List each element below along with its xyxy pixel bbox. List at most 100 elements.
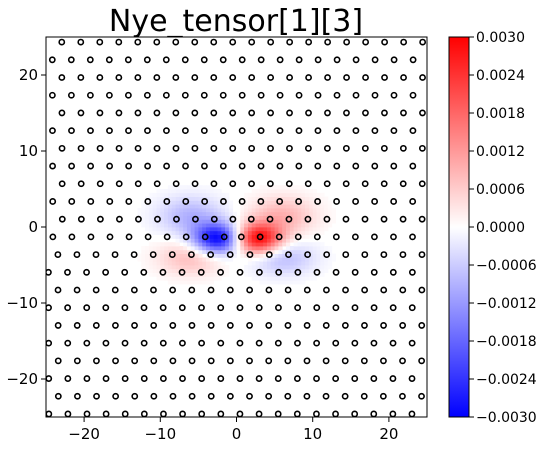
heatmap-cell	[179, 261, 184, 266]
heatmap-cell	[259, 253, 264, 258]
heatmap-cell	[282, 257, 287, 262]
heatmap-cell	[286, 215, 291, 220]
heatmap-cell	[206, 200, 211, 205]
heatmap-cell	[183, 246, 188, 251]
heatmap-cell	[171, 211, 176, 216]
heatmap-cell	[186, 272, 192, 277]
atom-marker	[361, 180, 369, 188]
heatmap-cell	[240, 211, 245, 216]
atom-marker	[371, 233, 378, 241]
colorbar-tick-label: −0.0018	[476, 334, 537, 350]
heatmap-cell	[301, 265, 306, 270]
atom-marker	[408, 304, 416, 312]
heatmap-cell	[232, 246, 237, 251]
heatmap-cell	[251, 242, 256, 247]
atom-marker	[399, 215, 407, 223]
heatmap-cell	[278, 230, 283, 235]
heatmap-cell	[232, 234, 237, 239]
heatmap-cell	[148, 242, 154, 247]
heatmap-cell	[206, 230, 211, 235]
heatmap-cell	[225, 215, 230, 220]
heatmap-cell	[148, 211, 154, 216]
atom-marker	[54, 286, 62, 294]
heatmap-cell	[259, 265, 264, 270]
heatmap-cell	[247, 200, 253, 205]
heatmap-cell	[198, 223, 203, 228]
atom-marker	[130, 286, 138, 294]
heatmap-cell	[270, 265, 275, 270]
heatmap-cell	[217, 246, 222, 251]
heatmap-cell	[240, 223, 245, 228]
colorbar-tick-label: −0.0012	[476, 296, 537, 312]
heatmap-cell	[312, 204, 317, 209]
heatmap-cell	[327, 246, 333, 251]
heatmap-cell	[167, 215, 173, 220]
heatmap-cell	[171, 246, 176, 251]
heatmap-cell	[327, 208, 333, 213]
heatmap-cell	[202, 185, 207, 190]
heatmap-cell	[289, 261, 295, 266]
atom-marker	[207, 286, 215, 294]
heatmap-cell	[156, 227, 161, 232]
heatmap-cell	[217, 208, 222, 213]
heatmap-cell	[213, 192, 218, 197]
heatmap-cell	[232, 211, 237, 216]
heatmap-cell	[164, 211, 169, 216]
atom-marker	[294, 304, 302, 312]
heatmap-cell	[198, 211, 203, 216]
atom-marker	[163, 233, 171, 241]
heatmap-cell	[145, 257, 150, 262]
heatmap-cell	[164, 253, 169, 258]
heatmap-cell	[167, 246, 173, 251]
atom-marker	[313, 304, 321, 312]
heatmap-cell	[247, 238, 253, 243]
heatmap-cell	[286, 265, 291, 270]
atom-marker	[370, 339, 378, 347]
heatmap-cell	[164, 200, 169, 205]
heatmap-cell	[312, 230, 317, 235]
heatmap-cell	[167, 261, 173, 266]
heatmap-cell	[255, 204, 260, 209]
heatmap-cell	[148, 204, 154, 209]
heatmap-cell	[206, 223, 211, 228]
atom-marker	[276, 198, 284, 205]
heatmap-cell	[209, 276, 215, 281]
atom-marker	[226, 392, 234, 400]
heatmap-cell	[255, 242, 260, 247]
heatmap-cell	[167, 249, 173, 254]
heatmap-cell	[198, 215, 203, 220]
atom-marker	[48, 56, 56, 64]
heatmap-cell	[141, 208, 146, 213]
heatmap-cell	[175, 230, 180, 235]
heatmap-cell	[183, 242, 188, 247]
heatmap-cell	[286, 253, 291, 258]
heatmap-cell	[308, 268, 314, 273]
heatmap-cell	[282, 189, 287, 194]
heatmap-cell	[213, 234, 218, 239]
heatmap-cell	[263, 238, 268, 243]
heatmap-cell	[316, 208, 321, 213]
heatmap-cell	[198, 208, 203, 213]
heatmap-cell	[266, 268, 272, 273]
heatmap-cell	[236, 242, 241, 247]
atom-marker	[418, 286, 426, 294]
heatmap-cell	[324, 215, 329, 220]
heatmap-cell	[145, 204, 150, 209]
atom-marker	[361, 215, 369, 223]
heatmap-cell	[206, 261, 211, 266]
heatmap-cell	[183, 234, 188, 239]
atom-marker	[58, 74, 66, 81]
atom-marker	[409, 233, 416, 241]
heatmap-cell	[202, 219, 207, 224]
atom-marker	[285, 180, 293, 188]
heatmap-cell	[175, 272, 180, 277]
atom-marker	[46, 304, 52, 312]
atom-marker	[237, 233, 245, 241]
heatmap-cell	[282, 276, 287, 281]
atom-marker	[352, 162, 360, 170]
heatmap-cell	[137, 211, 142, 216]
heatmap-cell	[141, 219, 146, 224]
heatmap-cell	[320, 200, 325, 205]
heatmap-cell	[217, 196, 222, 201]
heatmap-cell	[148, 192, 154, 197]
